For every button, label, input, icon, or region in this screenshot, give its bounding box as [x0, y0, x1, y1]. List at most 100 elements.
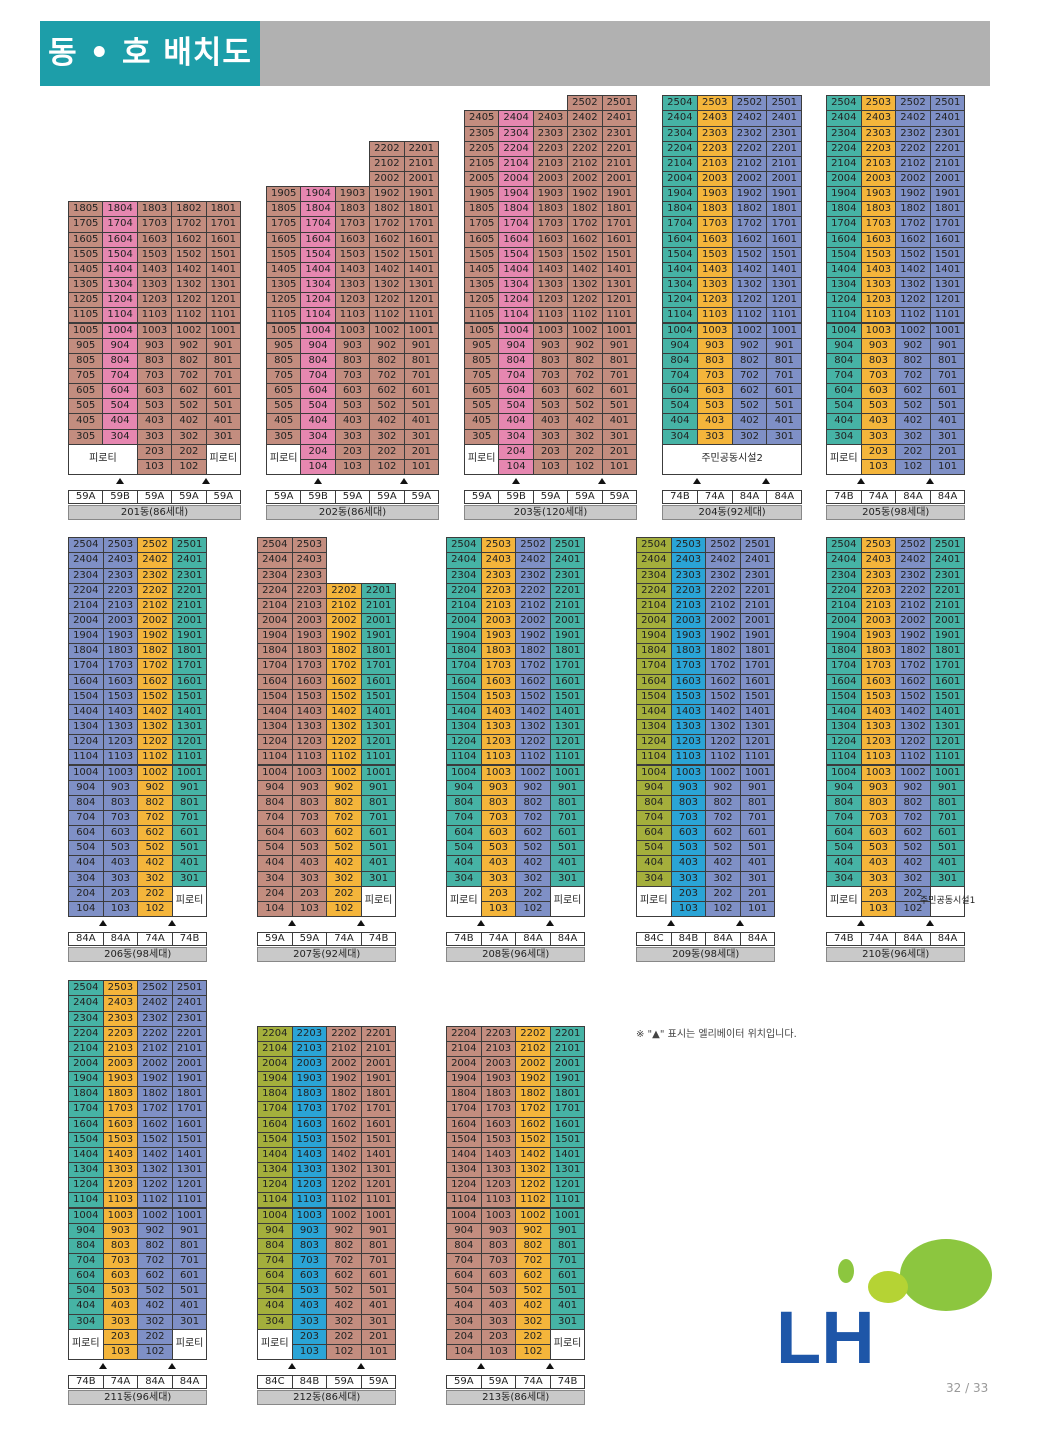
unit-cell: 602: [137, 825, 173, 842]
unit-cell: 1704: [68, 1101, 104, 1118]
unit-cell: 1602: [515, 1116, 551, 1133]
unit-cell: 1004: [636, 764, 672, 781]
unit-cell: 601: [929, 383, 966, 400]
unit-cell: 2403: [480, 552, 517, 569]
unit-cell: 1302: [705, 719, 741, 736]
unit-cell: 1001: [205, 322, 241, 339]
unit-type-label: 59A: [136, 490, 173, 504]
unit-cell: 1702: [171, 216, 207, 233]
unit-cell: 2002: [515, 613, 551, 630]
unit-cell: 1702: [326, 1101, 362, 1118]
unit-cell: 1101: [766, 307, 803, 324]
unit-cell: 2301: [549, 567, 586, 584]
unit-cell: 2304: [498, 125, 534, 142]
unit-cell: 1802: [705, 643, 741, 660]
logo-leaf-large-icon: [900, 1239, 992, 1311]
unit-cell: 2502: [895, 95, 931, 112]
unit-cell: 604: [257, 1268, 293, 1285]
unit-cell: 203: [860, 885, 897, 902]
unit-cell: 2204: [446, 1025, 482, 1042]
unit-cell: 702: [731, 367, 768, 385]
unit-cell: 702: [137, 1252, 173, 1270]
unit-cell: 1603: [480, 1116, 517, 1133]
unit-cell: 102: [326, 900, 362, 917]
unit-cell: 405: [266, 413, 302, 430]
unit-cell: 1901: [403, 186, 439, 203]
unit-cell: 1101: [739, 749, 776, 766]
unit-cell: 1804: [826, 201, 862, 218]
unit-cell: 2201: [549, 582, 586, 599]
elevator-marker-icon: [511, 478, 520, 484]
unit-cell: 1801: [360, 643, 397, 660]
unit-cell: 2102: [567, 155, 603, 172]
unit-cell: 2101: [549, 597, 586, 614]
unit-cell: 1102: [369, 307, 405, 324]
unit-cell: 303: [136, 428, 173, 445]
unit-cell: 2403: [860, 552, 897, 569]
unit-cell: 1301: [739, 719, 776, 736]
elevator-marker-icon: [762, 478, 771, 484]
unit-cell: 1903: [334, 186, 371, 203]
unit-cell: 2301: [739, 567, 776, 584]
unit-cell: 1302: [515, 1162, 551, 1179]
unit-cell: 901: [601, 337, 637, 354]
building-name-label: 202동(86세대): [266, 505, 439, 520]
unit-type-label: 74B: [171, 932, 208, 946]
unit-cell: 1502: [515, 1131, 551, 1148]
unit-cell: 1602: [895, 673, 931, 690]
unit-cell: 2202: [567, 140, 603, 157]
unit-cell: 1702: [137, 1101, 173, 1118]
unit-cell: 603: [291, 1268, 328, 1285]
unit-cell: 603: [136, 383, 173, 400]
unit-cell: 504: [257, 840, 293, 857]
unit-cell: 2102: [731, 155, 768, 172]
unit-cell: 604: [662, 383, 698, 400]
unit-cell: 704: [300, 367, 336, 385]
unit-cell: 802: [326, 794, 362, 811]
unit-cell: 904: [826, 779, 862, 796]
unit-cell: 705: [266, 367, 302, 385]
unit-cell: 1703: [480, 658, 517, 675]
unit-cell: 1901: [549, 1071, 586, 1088]
elevator-marker-icon: [925, 920, 934, 926]
unit-cell: 102: [567, 458, 603, 475]
unit-cell: 202: [705, 885, 741, 902]
unit-cell: 1504: [826, 246, 862, 263]
unit-cell: 1902: [137, 1071, 173, 1088]
elevator-marker-icon: [167, 920, 176, 926]
unit-cell: 1402: [515, 703, 551, 721]
unit-cell: 1905: [266, 186, 302, 203]
unit-cell: 803: [480, 1237, 517, 1254]
unit-cell: 1802: [731, 201, 768, 218]
unit-cell: 1105: [266, 307, 302, 324]
unit-cell: 1503: [136, 246, 173, 263]
unit-cell: 2104: [68, 1040, 104, 1057]
unit-cell: 1804: [102, 201, 138, 218]
unit-cell: 301: [601, 428, 637, 445]
unit-type-label: 74A: [102, 1375, 139, 1389]
unit-cell: 2404: [826, 552, 862, 569]
unit-cell: 1202: [567, 292, 603, 309]
unit-cell: 1503: [291, 688, 328, 705]
unit-cell: 1805: [464, 201, 500, 218]
unit-cell: 905: [464, 337, 500, 354]
pilotis-block: 피로티: [205, 443, 241, 475]
unit-cell: 1304: [826, 277, 862, 294]
unit-cell: 1701: [549, 658, 586, 675]
unit-cell: 2302: [137, 567, 173, 584]
unit-cell: 705: [68, 367, 104, 385]
unit-cell: 1704: [636, 658, 672, 675]
unit-cell: 2004: [68, 1056, 104, 1073]
unit-cell: 801: [549, 794, 586, 811]
unit-cell: 801: [171, 794, 208, 811]
unit-cell: 403: [291, 1298, 328, 1315]
unit-cell: 1201: [766, 292, 803, 309]
unit-cell: 1901: [360, 628, 397, 645]
unit-cell: 1702: [369, 216, 405, 233]
unit-cell: 404: [446, 855, 482, 872]
unit-cell: 2304: [68, 567, 104, 584]
unit-cell: 1104: [300, 307, 336, 324]
unit-cell: 1104: [498, 307, 534, 324]
unit-cell: 1901: [360, 1071, 397, 1088]
unit-cell: 2001: [171, 613, 208, 630]
